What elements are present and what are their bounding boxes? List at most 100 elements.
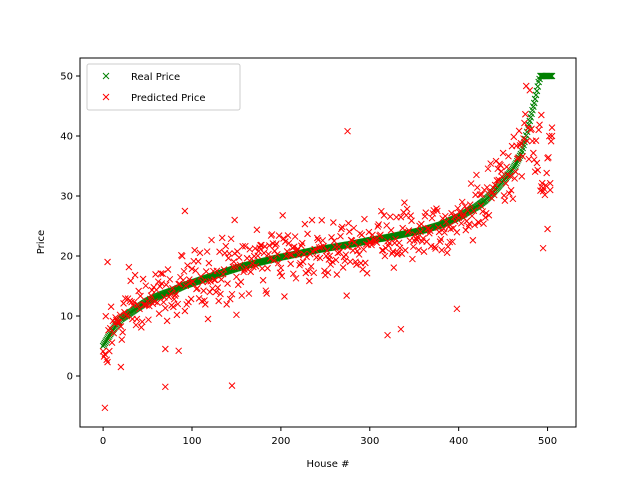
predicted-price-point — [101, 404, 109, 412]
predicted-price-point — [273, 250, 281, 258]
predicted-price-point — [210, 276, 218, 284]
predicted-price-point — [189, 278, 197, 285]
predicted-price-point — [312, 246, 319, 254]
predicted-price-point — [399, 224, 407, 232]
predicted-price-point — [200, 287, 207, 295]
predicted-price-point — [134, 301, 142, 309]
predicted-price-point — [299, 258, 307, 266]
predicted-price-point — [417, 220, 425, 228]
predicted-price-point — [510, 133, 518, 141]
predicted-price-point — [409, 255, 416, 263]
predicted-price-point — [473, 184, 481, 191]
predicted-price-point — [503, 163, 511, 171]
predicted-price-point — [162, 281, 170, 289]
predicted-price-point — [175, 347, 183, 355]
predicted-price-point — [167, 290, 175, 297]
predicted-price-point — [358, 231, 366, 239]
predicted-price-point — [308, 216, 316, 224]
predicted-price-point — [291, 233, 299, 240]
predicted-price-point — [380, 211, 388, 219]
predicted-price-point — [490, 191, 498, 199]
predicted-price-point — [310, 269, 318, 277]
predicted-price-point — [268, 231, 276, 238]
predicted-price-point — [465, 220, 473, 228]
predicted-price-point — [540, 185, 548, 193]
predicted-price-point — [246, 245, 254, 253]
predicted-price-point — [161, 383, 169, 391]
predicted-price-point — [512, 168, 519, 176]
predicted-price-point — [505, 190, 513, 197]
predicted-price-point — [378, 247, 386, 254]
plot-area — [99, 72, 556, 412]
predicted-price-point — [518, 173, 526, 180]
predicted-price-point — [431, 243, 439, 251]
predicted-price-point — [137, 324, 145, 331]
predicted-price-point — [497, 161, 504, 169]
predicted-price-point — [166, 275, 174, 283]
predicted-price-point — [499, 149, 507, 157]
predicted-price-point — [536, 121, 543, 129]
predicted-price-point — [213, 267, 221, 275]
predicted-price-point — [458, 198, 466, 206]
predicted-price-point — [119, 328, 127, 336]
predicted-price-point — [526, 86, 534, 94]
predicted-price-point — [396, 244, 404, 252]
predicted-price-point — [377, 231, 384, 239]
predicted-price-point — [205, 259, 213, 267]
real-price-point — [547, 72, 555, 80]
predicted-price-point — [437, 235, 445, 243]
predicted-price-point — [305, 277, 313, 285]
predicted-price-point — [345, 219, 352, 227]
predicted-price-point — [432, 245, 439, 252]
predicted-price-point — [232, 263, 239, 271]
predicted-price-point — [468, 212, 476, 220]
predicted-price-point — [514, 154, 522, 162]
predicted-price-point — [374, 223, 382, 230]
y-tick-label: 0 — [67, 372, 73, 383]
predicted-price-point — [368, 241, 375, 249]
predicted-price-point — [207, 277, 215, 285]
predicted-price-point — [543, 169, 551, 177]
real-price-point — [545, 72, 553, 80]
predicted-price-point — [131, 271, 139, 279]
predicted-price-point — [253, 226, 261, 234]
predicted-price-point — [517, 139, 525, 147]
predicted-price-point — [265, 250, 272, 258]
legend-cross-real — [102, 72, 110, 80]
legend-cross-predicted — [102, 93, 110, 101]
predicted-price-point — [390, 264, 398, 271]
x-tick-label: 100 — [182, 436, 201, 447]
predicted-price-point — [417, 228, 424, 236]
predicted-price-point — [304, 230, 311, 238]
predicted-price-point — [541, 191, 549, 199]
predicted-price-point — [464, 206, 471, 214]
predicted-price-point — [130, 298, 138, 306]
predicted-price-point — [179, 276, 187, 284]
predicted-price-point — [288, 251, 295, 258]
predicted-price-point — [545, 132, 553, 140]
predicted-price-point — [326, 252, 334, 260]
predicted-price-point — [412, 234, 420, 242]
predicted-price-point — [192, 267, 199, 274]
y-tick-label: 30 — [60, 192, 73, 203]
predicted-price-point — [281, 293, 288, 300]
predicted-price-point — [301, 220, 309, 228]
predicted-price-point — [158, 280, 166, 287]
predicted-price-point — [225, 250, 233, 257]
predicted-price-point — [316, 254, 324, 262]
predicted-price-point — [537, 111, 545, 119]
predicted-price-point — [105, 347, 113, 355]
real-price-point — [531, 95, 539, 103]
predicted-price-point — [338, 223, 346, 231]
predicted-price-point — [497, 168, 505, 175]
predicted-price-point — [116, 311, 124, 319]
axes-frame — [79, 57, 577, 428]
predicted-price-point — [154, 278, 162, 286]
predicted-price-point — [165, 293, 173, 301]
predicted-price-point — [408, 217, 415, 225]
predicted-price-point — [539, 244, 547, 252]
predicted-price-point — [361, 215, 368, 223]
predicted-price-point — [523, 137, 531, 145]
predicted-price-point — [409, 243, 417, 251]
